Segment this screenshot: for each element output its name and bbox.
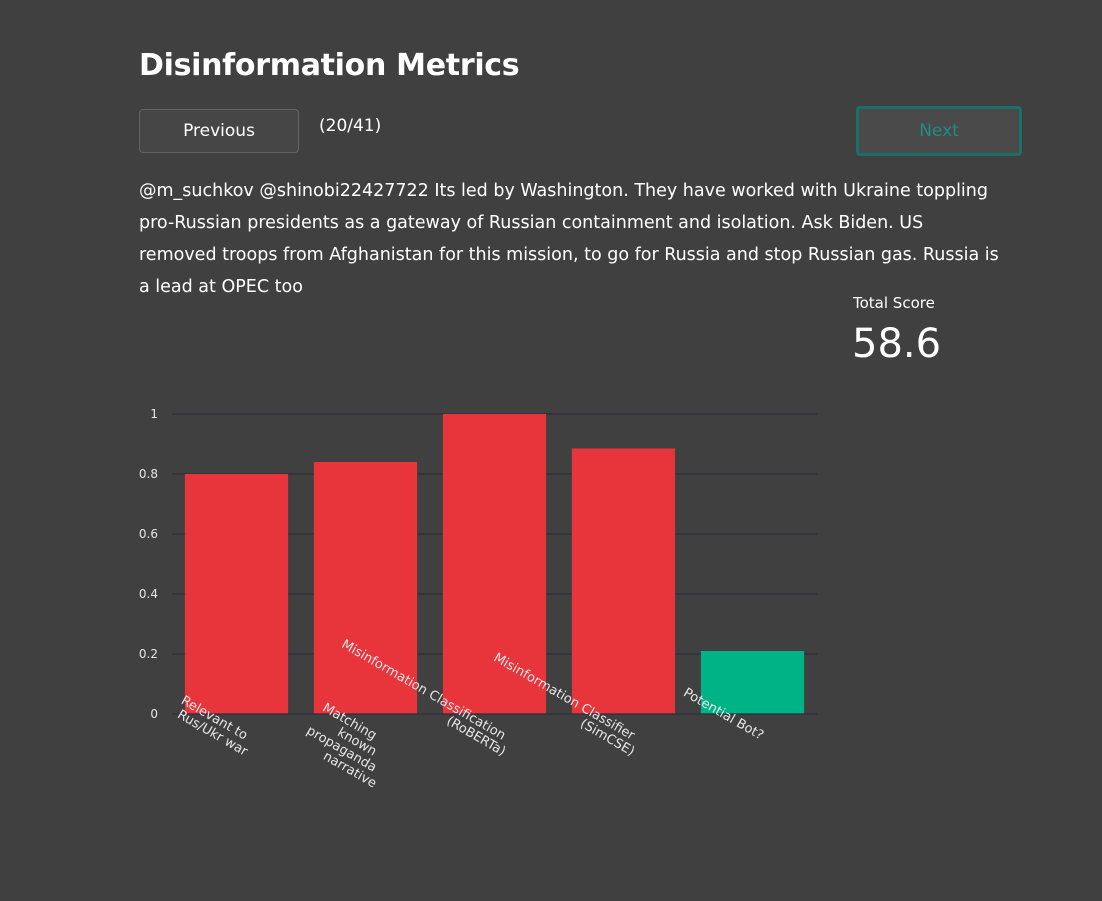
bar [700, 651, 805, 714]
bar [313, 462, 418, 714]
y-tick-label: 0 [150, 707, 158, 721]
y-tick-label: 0.4 [139, 587, 158, 601]
y-tick-label: 1 [150, 407, 158, 421]
page-title: Disinformation Metrics [139, 48, 520, 83]
tweet-text: @m_suchkov @shinobi22427722 Its led by W… [139, 181, 999, 297]
page-counter: (20/41) [319, 116, 382, 136]
y-tick-label: 0.6 [139, 527, 158, 541]
y-tick-label: 0.8 [139, 467, 158, 481]
y-tick-label: 0.2 [139, 647, 158, 661]
bar [571, 448, 676, 714]
total-score-label: Total Score [853, 294, 935, 312]
bar [442, 414, 547, 714]
total-score-value: 58.6 [852, 321, 942, 367]
previous-button[interactable]: Previous [139, 109, 299, 153]
bar [184, 474, 289, 714]
next-button[interactable]: Next [856, 106, 1022, 156]
